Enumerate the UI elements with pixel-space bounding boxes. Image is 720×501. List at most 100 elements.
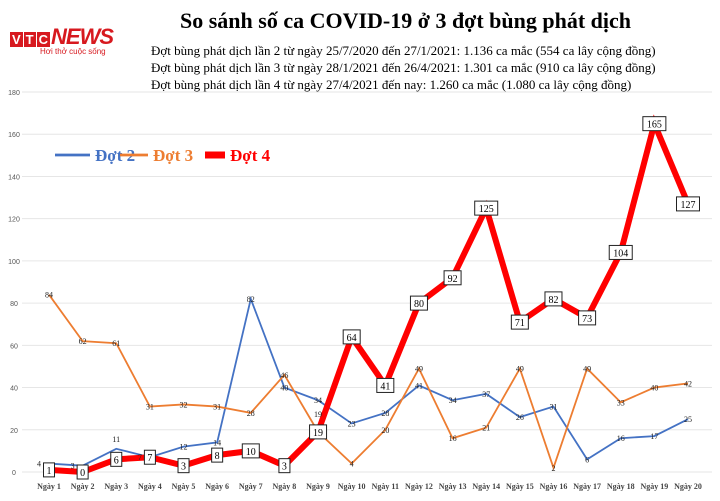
data-label: 42 [684, 379, 692, 388]
y-tick-label: 120 [8, 217, 20, 224]
x-tick-label: Ngày 17 [573, 482, 601, 491]
data-label: 82 [548, 295, 558, 306]
data-label: 28 [247, 409, 255, 418]
data-label: 7 [147, 453, 152, 464]
y-tick-label: 20 [10, 428, 18, 435]
data-label-box [642, 116, 667, 132]
data-label: 4 [37, 460, 41, 469]
y-tick-label: 140 [8, 174, 20, 181]
data-label: 10 [246, 447, 256, 458]
legend-label: Đợt 2 [95, 146, 135, 165]
data-label: 3 [282, 462, 287, 473]
data-label: 1 [47, 466, 52, 477]
data-label-box [443, 270, 462, 286]
x-tick-label: Ngày 8 [273, 482, 297, 491]
data-label: 28 [381, 409, 389, 418]
x-tick-label: Ngày 2 [71, 482, 95, 491]
data-label-box [510, 314, 529, 330]
y-tick-label: 40 [10, 386, 18, 393]
data-label: 49 [516, 365, 524, 374]
data-label: 25 [684, 415, 692, 424]
data-label: 21 [482, 424, 490, 433]
y-tick-label: 160 [8, 132, 20, 139]
y-tick-label: 80 [10, 301, 18, 308]
x-tick-label: Ngày 3 [104, 482, 128, 491]
y-tick-label: 0 [12, 470, 16, 477]
y-tick-label: 100 [8, 259, 20, 266]
vtc-news-logo: V T C NEWS Hơi thở cuộc sống [10, 24, 114, 56]
x-tick-label: Ngày 4 [138, 482, 162, 491]
y-tick-label: 60 [10, 343, 18, 350]
data-label: 49 [415, 365, 423, 374]
legend-label: Đợt 3 [153, 146, 193, 165]
data-label-box [676, 196, 700, 212]
x-tick-label: Ngày 20 [674, 482, 702, 491]
data-label: 32 [180, 400, 188, 409]
data-label: 4 [350, 460, 354, 469]
data-label-box [110, 451, 123, 467]
x-tick-label: Ngày 15 [506, 482, 534, 491]
data-label: 16 [617, 434, 625, 443]
data-label: 2 [551, 464, 555, 473]
data-label: 6 [114, 455, 119, 466]
data-label: 80 [414, 299, 424, 310]
data-label: 40 [650, 384, 658, 393]
logo-slogan: Hơi thở cuộc sống [40, 47, 106, 56]
data-label: 12 [180, 443, 188, 452]
data-label: 40 [280, 384, 288, 393]
data-label: 14 [213, 438, 221, 447]
series-line-3 [48, 294, 689, 471]
data-label: 84 [45, 291, 53, 300]
x-tick-label: Ngày 9 [306, 482, 330, 491]
data-label: 19 [314, 410, 322, 419]
data-label: 104 [613, 248, 628, 259]
subtitle-wave-4: Đợt bùng phát dịch lần 4 từ ngày 27/4/20… [151, 77, 632, 92]
data-label: 37 [482, 390, 490, 399]
data-label-box [43, 462, 55, 478]
data-label-box [578, 310, 597, 326]
data-label-box [608, 244, 633, 260]
x-tick-label: Ngày 5 [172, 482, 196, 491]
data-label: 34 [449, 396, 457, 405]
data-label: 16 [449, 434, 457, 443]
data-label-box [342, 329, 361, 345]
x-tick-label: Ngày 13 [439, 482, 467, 491]
data-label: 8 [215, 451, 220, 462]
y-tick-label: 180 [8, 90, 20, 97]
data-label-box [309, 424, 328, 440]
data-label: 49 [583, 365, 591, 374]
data-label: 127 [681, 200, 696, 211]
data-label: 3 [71, 462, 75, 471]
data-label: 82 [247, 295, 255, 304]
data-label: 11 [112, 435, 120, 444]
x-tick-label: Ngày 18 [607, 482, 635, 491]
data-label: 17 [650, 432, 658, 441]
data-label: 31 [549, 403, 557, 412]
x-tick-label: Ngày 10 [338, 482, 366, 491]
data-label-box [177, 458, 190, 474]
data-label: 92 [448, 274, 458, 285]
data-label-box [474, 200, 499, 216]
data-label-box [278, 458, 291, 474]
data-label-box [544, 291, 563, 307]
data-label: 23 [348, 419, 356, 428]
data-label: 62 [79, 337, 87, 346]
subtitle-wave-3: Đợt bùng phát dịch lần 3 từ ngày 28/1/20… [151, 60, 656, 75]
data-label: 125 [479, 204, 494, 215]
x-tick-label: Ngày 16 [540, 482, 568, 491]
data-label: 31 [146, 403, 154, 412]
x-tick-label: Ngày 1 [37, 482, 61, 491]
x-tick-label: Ngày 6 [205, 482, 229, 491]
subtitle-wave-2: Đợt bùng phát dịch lần 2 từ ngày 25/7/20… [151, 43, 656, 58]
data-label-box [241, 443, 260, 459]
data-label: 61 [112, 339, 120, 348]
data-label: 0 [80, 468, 85, 479]
data-label: 64 [347, 333, 357, 344]
data-label: 33 [617, 398, 625, 407]
data-label: 41 [415, 381, 423, 390]
data-label: 165 [647, 120, 662, 131]
series-line-4 [48, 114, 691, 476]
x-tick-label: Ngày 12 [405, 482, 433, 491]
